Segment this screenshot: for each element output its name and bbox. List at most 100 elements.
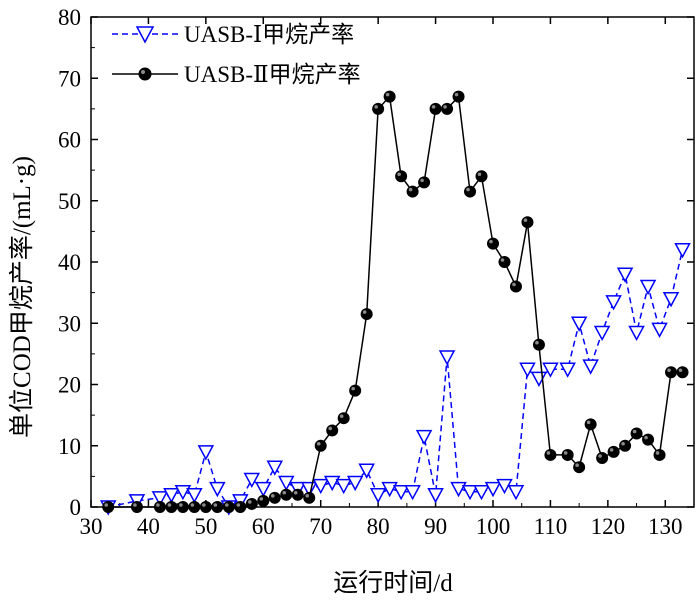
- series-1-point: [243, 472, 261, 489]
- series-2-point-highlight: [575, 463, 579, 467]
- series-2-point: [383, 90, 396, 103]
- series-1-point: [255, 481, 272, 498]
- series-2-point-highlight: [339, 414, 344, 418]
- series-2-point: [303, 491, 316, 504]
- series-1-point: [628, 325, 645, 342]
- series-2-point-highlight: [535, 340, 539, 345]
- series-2-point-highlight: [546, 451, 551, 455]
- series-2-point-highlight: [190, 503, 195, 507]
- series-1-point: [312, 478, 329, 495]
- y-tick-label: 0: [70, 495, 82, 520]
- series-2-point-highlight: [523, 218, 528, 222]
- series-2-point-highlight: [270, 494, 275, 498]
- series-1-point: [381, 481, 398, 498]
- legend-label-series-1: UASB-Ⅰ甲烷产率: [184, 22, 354, 47]
- x-tick-label: 130: [648, 514, 683, 539]
- series-2-point: [268, 491, 281, 504]
- series-2-point: [607, 445, 620, 458]
- series-2-point: [395, 170, 408, 183]
- series-1-point: [662, 292, 680, 308]
- legend-marker-series-1: [135, 26, 155, 44]
- series-1-point: [496, 478, 513, 495]
- series-2-point: [429, 102, 442, 115]
- series-2-point: [521, 216, 534, 229]
- series-2-point-highlight: [644, 435, 648, 440]
- series-2-point: [452, 90, 465, 103]
- series-2-point-highlight: [374, 105, 378, 109]
- series-2-point-highlight: [609, 448, 614, 452]
- series-2-point-highlight: [167, 503, 172, 507]
- series-1-point: [415, 429, 433, 446]
- series-2-point-highlight: [489, 239, 493, 244]
- y-tick-label: 40: [58, 250, 81, 275]
- series-2-point-highlight: [420, 178, 424, 183]
- series-2-point: [573, 461, 586, 474]
- series-2-point-highlight: [586, 420, 591, 425]
- series-1-point: [605, 295, 622, 311]
- series-2-point: [544, 448, 557, 461]
- series-2-point-highlight: [293, 490, 298, 495]
- series-1-point: [151, 491, 169, 507]
- series-2-point-highlight: [431, 105, 436, 109]
- series-1-point: [582, 359, 599, 375]
- series-2-point: [532, 338, 545, 351]
- x-tick-label: 40: [137, 514, 160, 539]
- series-1-point: [278, 475, 295, 492]
- series-1-point: [450, 481, 467, 498]
- series-2-point: [153, 501, 166, 513]
- series-1-point: [346, 475, 364, 492]
- series-1-point: [593, 325, 611, 342]
- series-2-point-highlight: [621, 441, 625, 446]
- x-axis-label: 运行时间/d: [333, 569, 453, 597]
- series-1-point: [427, 488, 444, 504]
- series-2-point-highlight: [133, 503, 137, 507]
- series-1-point: [174, 484, 192, 501]
- series-2-point-highlight: [466, 187, 470, 192]
- x-tick-label: 90: [424, 514, 447, 539]
- series-2-point: [199, 501, 212, 513]
- series-2-point-highlight: [678, 368, 683, 373]
- series-1-point: [186, 488, 203, 504]
- series-2-point-highlight: [632, 429, 637, 434]
- series-1-point: [616, 267, 634, 283]
- series-1-point: [438, 350, 456, 366]
- series-1-point: [674, 243, 691, 259]
- y-axis-label: 单位COD甲烷产率/(mL·g): [8, 156, 36, 438]
- series-1-point: [300, 481, 318, 498]
- series-1-point: [209, 481, 226, 498]
- x-tick-label: 60: [252, 514, 275, 539]
- series-2-point: [464, 185, 477, 198]
- series-2-point: [653, 448, 666, 461]
- series-1-point: [323, 475, 341, 492]
- series-2-point: [630, 427, 643, 440]
- series-2-point: [314, 439, 327, 452]
- series-2-point-highlight: [563, 451, 568, 455]
- series-2-point-highlight: [282, 490, 287, 495]
- series-2-point: [619, 439, 632, 452]
- legend-marker-series-2: [138, 67, 152, 81]
- x-tick-label: 30: [80, 514, 103, 539]
- series-2: [102, 90, 689, 513]
- series-1-point: [266, 460, 284, 476]
- series-2-point: [245, 497, 258, 510]
- series-1: [99, 243, 691, 516]
- series-2-point-highlight: [512, 282, 516, 287]
- series-1-point: [559, 362, 576, 378]
- y-tick-label: 50: [58, 189, 81, 214]
- series-layer: [99, 90, 691, 516]
- series-2-point-highlight: [259, 497, 264, 501]
- axis-tick-labels: 30 40 50 60 70 80 90 100 110 120 130 0 10 20 30 40 50 60 7…: [58, 5, 683, 539]
- series-2-point: [337, 412, 350, 425]
- y-tick-label: 20: [58, 373, 81, 398]
- series-2-point: [487, 237, 499, 250]
- series-1-point: [197, 445, 215, 461]
- x-tick-label: 120: [591, 514, 626, 539]
- y-tick-label: 70: [58, 66, 81, 91]
- series-1-point: [163, 488, 180, 504]
- legend-marker-series-2-highlight: [141, 70, 145, 74]
- series-1-point: [461, 484, 479, 501]
- series-2-point-highlight: [408, 187, 413, 192]
- series-2-point-highlight: [443, 105, 447, 109]
- series-1-point: [358, 463, 375, 479]
